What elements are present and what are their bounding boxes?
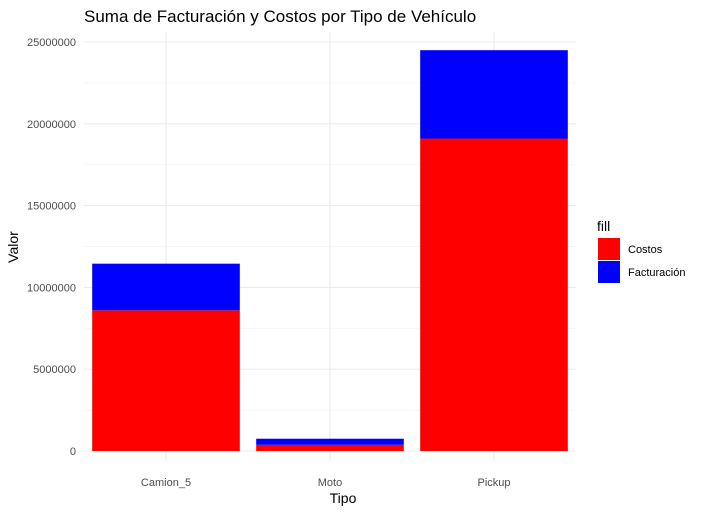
x-axis-ticks: Camion_5 Moto Pickup [141, 477, 511, 489]
y-tick-label: 15000000 [27, 201, 76, 213]
bar-costos-camion_5 [92, 310, 240, 451]
legend-swatch [598, 261, 620, 283]
legend-label: Facturación [628, 267, 685, 279]
bar-costos-moto [256, 444, 404, 451]
legend: fill Costos Facturación [597, 218, 685, 283]
y-tick-label: 0 [70, 446, 76, 458]
legend-title: fill [597, 218, 610, 234]
legend-items: Costos Facturación [598, 238, 685, 283]
legend-swatch [598, 238, 620, 260]
x-tick-label: Camion_5 [141, 477, 191, 489]
y-tick-label: 20000000 [27, 119, 76, 131]
bars [92, 50, 568, 452]
y-tick-label: 10000000 [27, 282, 76, 294]
x-tick-label: Moto [318, 477, 342, 489]
legend-label: Costos [628, 244, 663, 256]
bar-facturaci-n-moto [256, 438, 404, 445]
y-tick-label: 5000000 [33, 364, 76, 376]
x-tick-label: Pickup [477, 477, 510, 489]
y-tick-label: 25000000 [27, 37, 76, 49]
chart-title: Suma de Facturación y Costos por Tipo de… [84, 7, 476, 26]
bar-facturaci-n-camion_5 [92, 263, 240, 311]
bar-costos-pickup [420, 138, 568, 452]
y-axis-title: Valor [5, 231, 21, 263]
x-axis-title: Tipo [330, 490, 357, 506]
y-axis-ticks: 0 5000000 10000000 15000000 20000000 25000000 [27, 37, 76, 458]
bar-facturaci-n-pickup [420, 50, 568, 139]
